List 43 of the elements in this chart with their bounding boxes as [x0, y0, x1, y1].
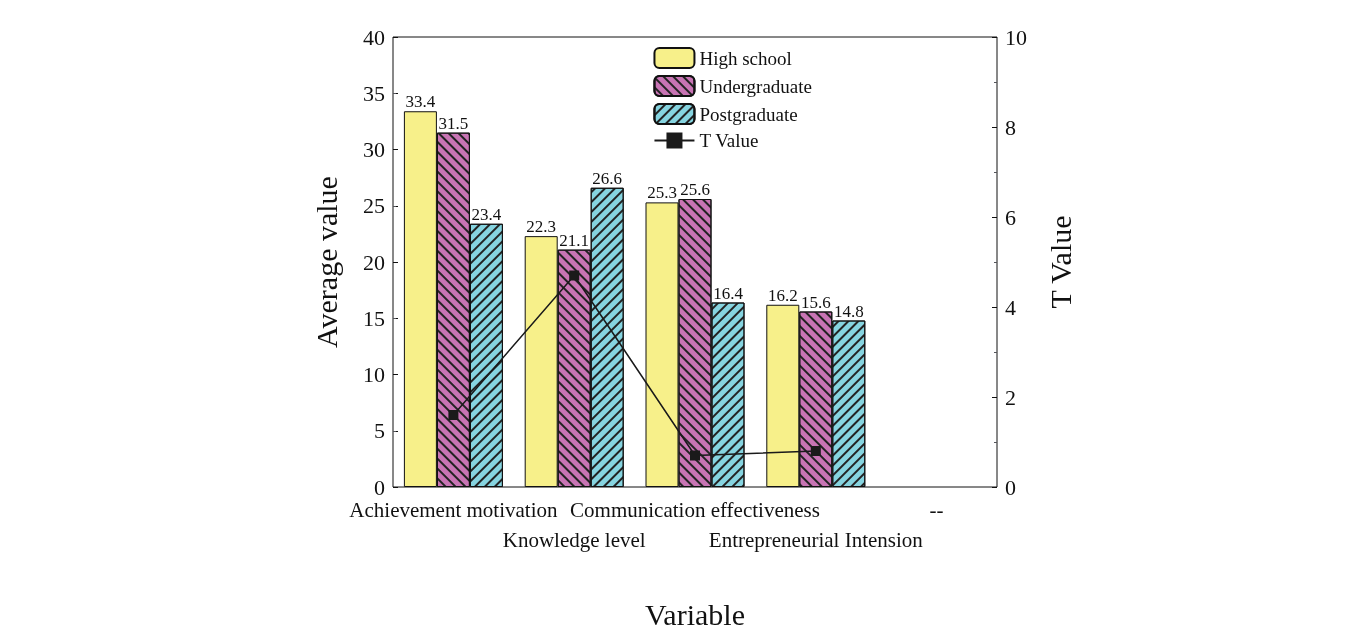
- point: [569, 270, 580, 281]
- x-tick-label: Knowledge level: [502, 527, 646, 552]
- x-tick-label: Achievement motivation: [349, 497, 558, 522]
- x-tick-label: --: [929, 497, 944, 522]
- y-tick-label: 10: [363, 362, 385, 387]
- legend-label: High school: [699, 47, 792, 69]
- y-tick-label: 5: [374, 418, 385, 444]
- y2-tick-label: 6: [1005, 204, 1016, 230]
- y-tick-label: 25: [363, 193, 385, 219]
- data-label: 14.8: [833, 301, 864, 321]
- data-label: 21.1: [559, 230, 590, 250]
- data-label: 15.6: [800, 292, 831, 312]
- y-tick-label: 35: [363, 80, 385, 106]
- point: [690, 450, 700, 461]
- y2-tick-label: 0: [1005, 474, 1016, 500]
- point: [448, 410, 459, 420]
- y2-tick-label: 10: [1005, 24, 1027, 50]
- y-tick-label: 30: [363, 137, 385, 162]
- data-label: 16.4: [713, 283, 744, 303]
- legend-label: Undergraduate: [699, 75, 812, 97]
- data-label: 22.3: [526, 217, 557, 237]
- x-tick-label: Communication effectiveness: [570, 497, 820, 522]
- y-tick-label: 40: [363, 24, 385, 50]
- y-tick-label: 0: [374, 474, 385, 500]
- data-label: 25.3: [647, 183, 677, 203]
- data-label: 25.6: [680, 180, 710, 199]
- y2-axis-title: T Value: [1043, 215, 1077, 309]
- data-label: 26.6: [592, 168, 623, 188]
- data-label: 31.5: [438, 113, 469, 133]
- y-tick-label: 15: [363, 305, 385, 331]
- x-tick-label: Entrepreneurial Intension: [708, 527, 924, 552]
- legend-label: Postgraduate: [699, 103, 798, 125]
- point: [810, 446, 821, 456]
- data-label: 33.4: [405, 92, 436, 112]
- data-label: 23.4: [471, 204, 502, 224]
- legend-label: T Value: [699, 130, 759, 151]
- y-tick-label: 20: [363, 249, 385, 275]
- x-axis-title: Variable: [645, 597, 745, 631]
- y2-tick-label: 2: [1005, 384, 1016, 410]
- y-axis-title: Average value: [309, 176, 343, 348]
- y2-tick-label: 8: [1005, 114, 1016, 140]
- y2-tick-label: 4: [1005, 294, 1016, 320]
- data-label: 16.2: [767, 285, 798, 305]
